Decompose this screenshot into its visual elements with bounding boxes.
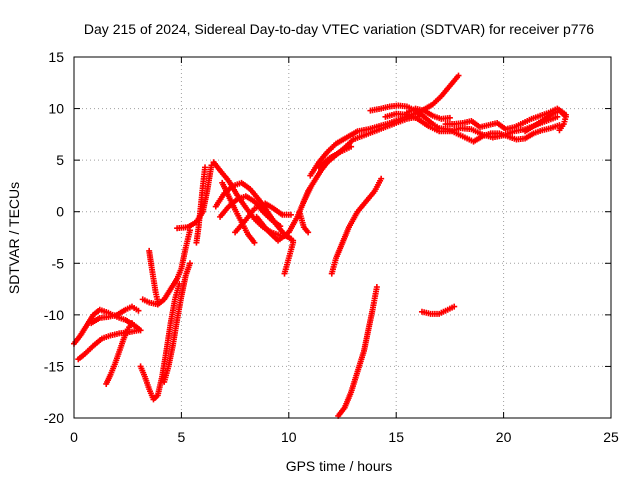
data-series bbox=[71, 306, 144, 347]
data-point bbox=[446, 114, 453, 121]
data-point bbox=[554, 113, 561, 120]
data-series bbox=[335, 284, 380, 419]
y-tick-label: 15 bbox=[48, 49, 64, 65]
y-tick-label: -10 bbox=[44, 307, 64, 323]
data-point bbox=[135, 327, 142, 334]
plot-frame bbox=[73, 56, 612, 419]
data-point bbox=[348, 143, 355, 150]
data-series bbox=[382, 110, 561, 141]
data-point bbox=[186, 260, 193, 267]
data-point bbox=[128, 320, 135, 327]
data-point bbox=[135, 307, 142, 314]
data-point bbox=[556, 122, 563, 129]
data-series bbox=[281, 239, 297, 277]
data-series bbox=[418, 303, 458, 317]
y-tick-label: 0 bbox=[56, 204, 64, 220]
data-point bbox=[290, 239, 297, 246]
data-series bbox=[307, 72, 462, 179]
data-point bbox=[378, 175, 385, 182]
y-tick-label: -20 bbox=[44, 410, 64, 426]
data-series bbox=[367, 102, 563, 145]
tick-labels: 0 5 10 15 20 25 -20 -15 -10 -5 0 5 10 15 bbox=[44, 49, 619, 445]
data-point bbox=[202, 164, 209, 171]
data-series bbox=[328, 175, 385, 277]
data-point bbox=[251, 239, 258, 246]
x-tick-label: 15 bbox=[388, 429, 404, 445]
x-axis-label: GPS time / hours bbox=[286, 458, 393, 474]
data-point bbox=[451, 303, 458, 310]
y-tick-label: 5 bbox=[56, 152, 64, 168]
data-series bbox=[103, 320, 135, 387]
data-series bbox=[88, 303, 142, 327]
x-tick-label: 25 bbox=[603, 429, 619, 445]
data-series bbox=[139, 227, 193, 308]
data-series bbox=[217, 193, 284, 230]
x-tick-label: 0 bbox=[70, 429, 78, 445]
data-point bbox=[277, 223, 284, 230]
data-point bbox=[305, 229, 312, 236]
data-series bbox=[146, 247, 161, 305]
data-series bbox=[174, 162, 215, 232]
data-points bbox=[71, 72, 569, 419]
data-series bbox=[522, 107, 569, 135]
x-tick-label: 20 bbox=[496, 429, 512, 445]
y-axis-label: SDTVAR / TECUs bbox=[6, 182, 22, 294]
data-point bbox=[455, 72, 462, 79]
data-series bbox=[75, 327, 142, 363]
y-tick-label: -15 bbox=[44, 358, 64, 374]
data-point bbox=[556, 127, 563, 134]
data-point bbox=[373, 284, 380, 291]
data-series bbox=[232, 200, 294, 236]
y-tick-label: -5 bbox=[52, 255, 65, 271]
data-series bbox=[193, 164, 209, 246]
x-tick-label: 5 bbox=[178, 429, 186, 445]
data-series bbox=[161, 260, 193, 385]
data-series bbox=[315, 143, 355, 171]
data-point bbox=[287, 211, 294, 218]
data-series bbox=[296, 208, 312, 236]
chart-title: Day 215 of 2024, Sidereal Day-to-day VTE… bbox=[84, 21, 594, 37]
x-tick-label: 10 bbox=[281, 429, 297, 445]
data-series bbox=[403, 105, 453, 122]
y-tick-label: 10 bbox=[48, 101, 64, 117]
